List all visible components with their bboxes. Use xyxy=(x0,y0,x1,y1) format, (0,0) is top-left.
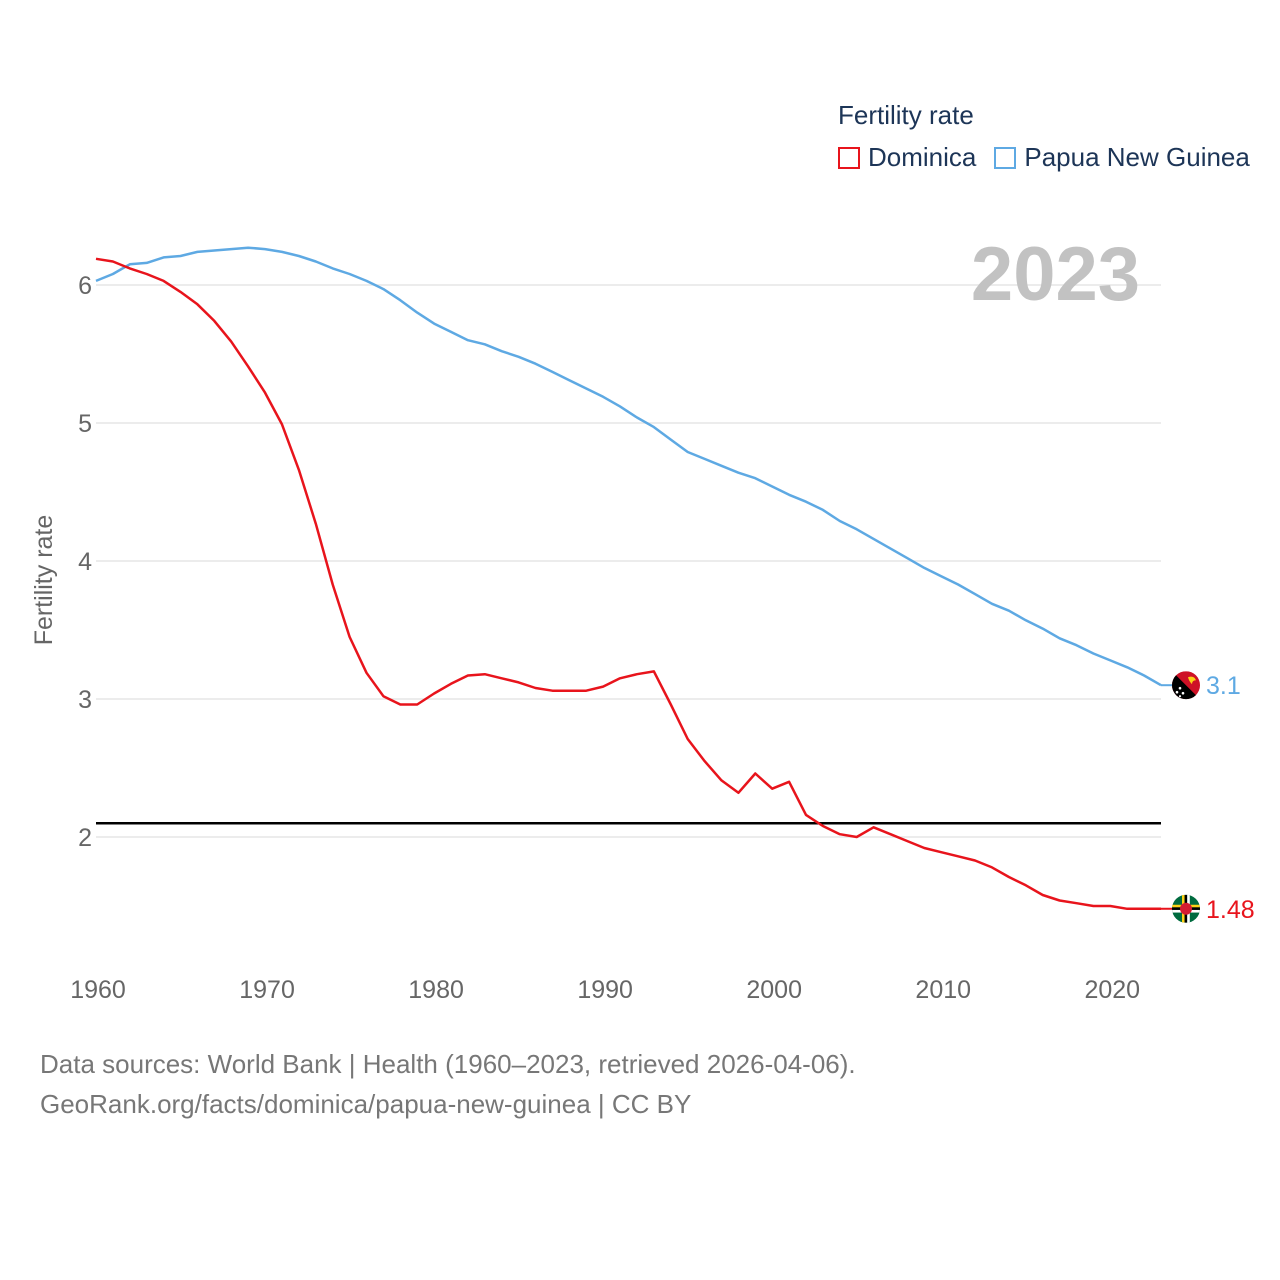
legend-label-papua-new-guinea: Papua New Guinea xyxy=(1024,142,1249,173)
footer-link[interactable]: GeoRank.org/facts/dominica/papua-new-gui… xyxy=(40,1084,856,1124)
series-layer xyxy=(96,248,1172,909)
y-tick-label-4: 4 xyxy=(78,548,92,576)
x-tick-label-1960: 1960 xyxy=(70,976,126,1004)
x-tick-label-1980: 1980 xyxy=(408,976,464,1004)
y-axis-label: Fertility rate xyxy=(30,515,58,646)
y-tick-label-5: 5 xyxy=(78,410,92,438)
y-tick-label-2: 2 xyxy=(78,824,92,852)
x-tick-labels: 1960 1970 1980 1990 2000 2010 2020 xyxy=(70,976,1140,1004)
x-tick-label-1990: 1990 xyxy=(577,976,633,1004)
x-tick-label-2000: 2000 xyxy=(746,976,802,1004)
y-tick-labels: 2 3 4 5 6 xyxy=(78,272,92,852)
legend-swatch-dominica xyxy=(838,147,860,169)
legend-item-dominica[interactable]: Dominica xyxy=(838,142,976,173)
dominica-end-value: 1.48 xyxy=(1206,896,1255,924)
dominica-flag-icon xyxy=(1172,895,1200,923)
year-watermark: 2023 xyxy=(971,232,1140,317)
legend-item-papua-new-guinea[interactable]: Papua New Guinea xyxy=(994,142,1249,173)
legend-swatch-papua-new-guinea xyxy=(994,147,1016,169)
y-tick-label-6: 6 xyxy=(78,272,92,300)
papua-new-guinea-flag-icon xyxy=(1172,671,1200,699)
y-tick-label-3: 3 xyxy=(78,686,92,714)
x-tick-label-2020: 2020 xyxy=(1084,976,1140,1004)
footer: Data sources: World Bank | Health (1960–… xyxy=(40,1044,856,1124)
grid-layer xyxy=(96,285,1161,837)
legend-label-dominica: Dominica xyxy=(868,142,976,173)
papua-new-guinea-end-value: 3.1 xyxy=(1206,672,1241,700)
footer-sources: Data sources: World Bank | Health (1960–… xyxy=(40,1044,856,1084)
legend-title: Fertility rate xyxy=(838,100,974,131)
x-tick-label-2010: 2010 xyxy=(915,976,971,1004)
legend: Dominica Papua New Guinea xyxy=(838,142,1268,173)
series-line-dominica xyxy=(96,259,1161,909)
x-tick-label-1970: 1970 xyxy=(239,976,295,1004)
